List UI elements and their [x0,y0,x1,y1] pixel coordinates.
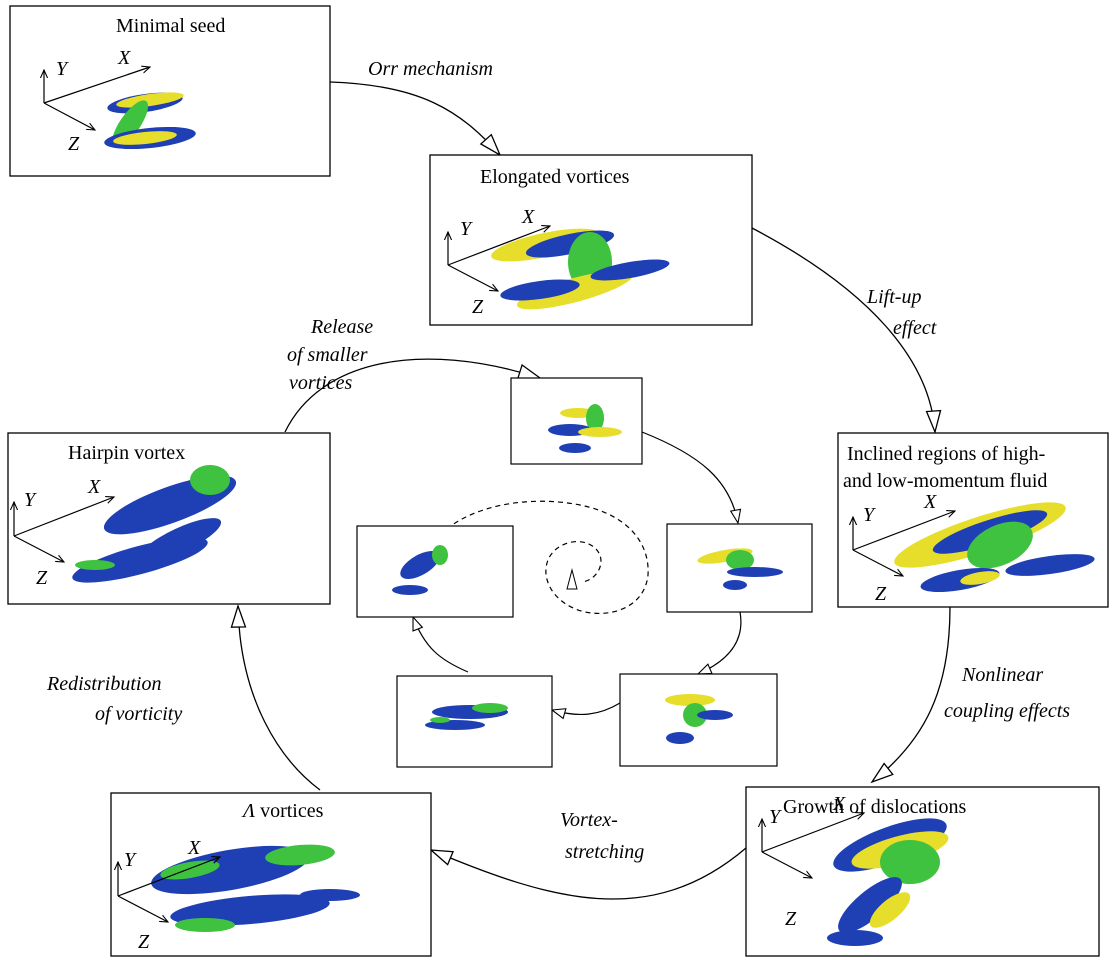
arrow-inner-1 [641,431,742,525]
axis-label-x: X [87,476,101,498]
axis-label-z: Z [785,908,797,930]
stage-title-elongated-vortices: Elongated vortices [480,166,630,188]
axis-label-y: Y [460,218,473,240]
vortex-structure-inclined [894,502,1095,593]
axes-lambda [118,857,220,922]
spiral-arrowhead [566,568,578,590]
process-label-release-line2: of smaller [287,344,368,366]
vortex-structure-dislocations [827,818,949,946]
axis-label-x: X [117,47,131,69]
process-label-nonlinear-line2: coupling effects [944,700,1070,722]
arrow-inner-3 [550,702,621,720]
axis-label-z: Z [68,133,80,155]
axes-minimal-seed [44,67,150,130]
axis-label-y: Y [24,489,37,511]
stage-title-lambda-vortices: Λ vortices [241,800,324,822]
arrow-inner-4 [412,615,469,673]
vortex-structure-inner-1 [548,404,622,453]
process-label-liftup-line2: effect [893,317,937,339]
stage-title-minimal-seed: Minimal seed [116,15,225,37]
process-label-release-line1: Release [310,316,373,338]
stage-title-inclined-line1: Inclined regions of high- [847,443,1045,465]
stage-title-inclined-line2: and low-momentum fluid [843,470,1047,492]
vortex-structure-inner-3 [665,694,733,744]
vortex-structure-lambda [151,844,360,932]
axis-label-z: Z [36,567,48,589]
axis-label-x: X [521,206,535,228]
axis-label-y: Y [769,806,782,828]
axes-inclined [853,511,955,576]
box-inner-5 [356,525,514,618]
arrow-release [284,358,540,433]
vortex-structure-hairpin [72,465,237,583]
axis-label-z: Z [875,583,887,605]
arrow-liftup [751,227,935,432]
arrow-vortex-stretching [431,847,747,900]
process-label-orr: Orr mechanism [368,58,493,80]
vortex-structure-inner-4 [425,703,508,730]
process-label-nonlinear-line1: Nonlinear [961,664,1043,686]
vortex-structure-inner-2 [697,548,783,590]
vortex-structure-inner-5 [392,545,448,595]
process-label-redistribution-line2: of vorticity [95,703,182,725]
axis-label-x: X [187,837,201,859]
axes-hairpin [14,497,114,562]
axis-label-x: X [923,491,937,513]
axis-label-y: Y [124,849,137,871]
arrow-nonlinear [872,606,951,782]
dashed-spiral [439,500,649,614]
process-label-vortex-line2: stretching [565,841,644,863]
axis-label-z: Z [472,296,484,318]
box-minimal-seed [9,5,331,177]
axes-dislocations [762,813,864,878]
arrow-orr [329,81,500,155]
arrow-inner-2 [696,611,742,675]
process-label-vortex-line1: Vortex- [560,809,618,831]
axis-label-y: Y [56,58,69,80]
axis-label-y: Y [863,504,876,526]
axis-label-z: Z [138,931,150,953]
arrow-redistribution [238,606,321,791]
vortex-structure-elongated [491,228,670,310]
axes-elongated [448,226,550,291]
vortex-structure-minimal-seed [104,92,196,150]
stage-title-hairpin-vortex: Hairpin vortex [68,442,185,464]
axis-label-x: X [832,793,846,815]
process-label-redistribution-line1: Redistribution [46,673,161,695]
process-label-release-line3: vortices [289,372,353,394]
process-label-liftup-line1: Lift-up [866,286,921,308]
stage-title-growth-dislocations: Growth of dislocations [783,796,967,818]
